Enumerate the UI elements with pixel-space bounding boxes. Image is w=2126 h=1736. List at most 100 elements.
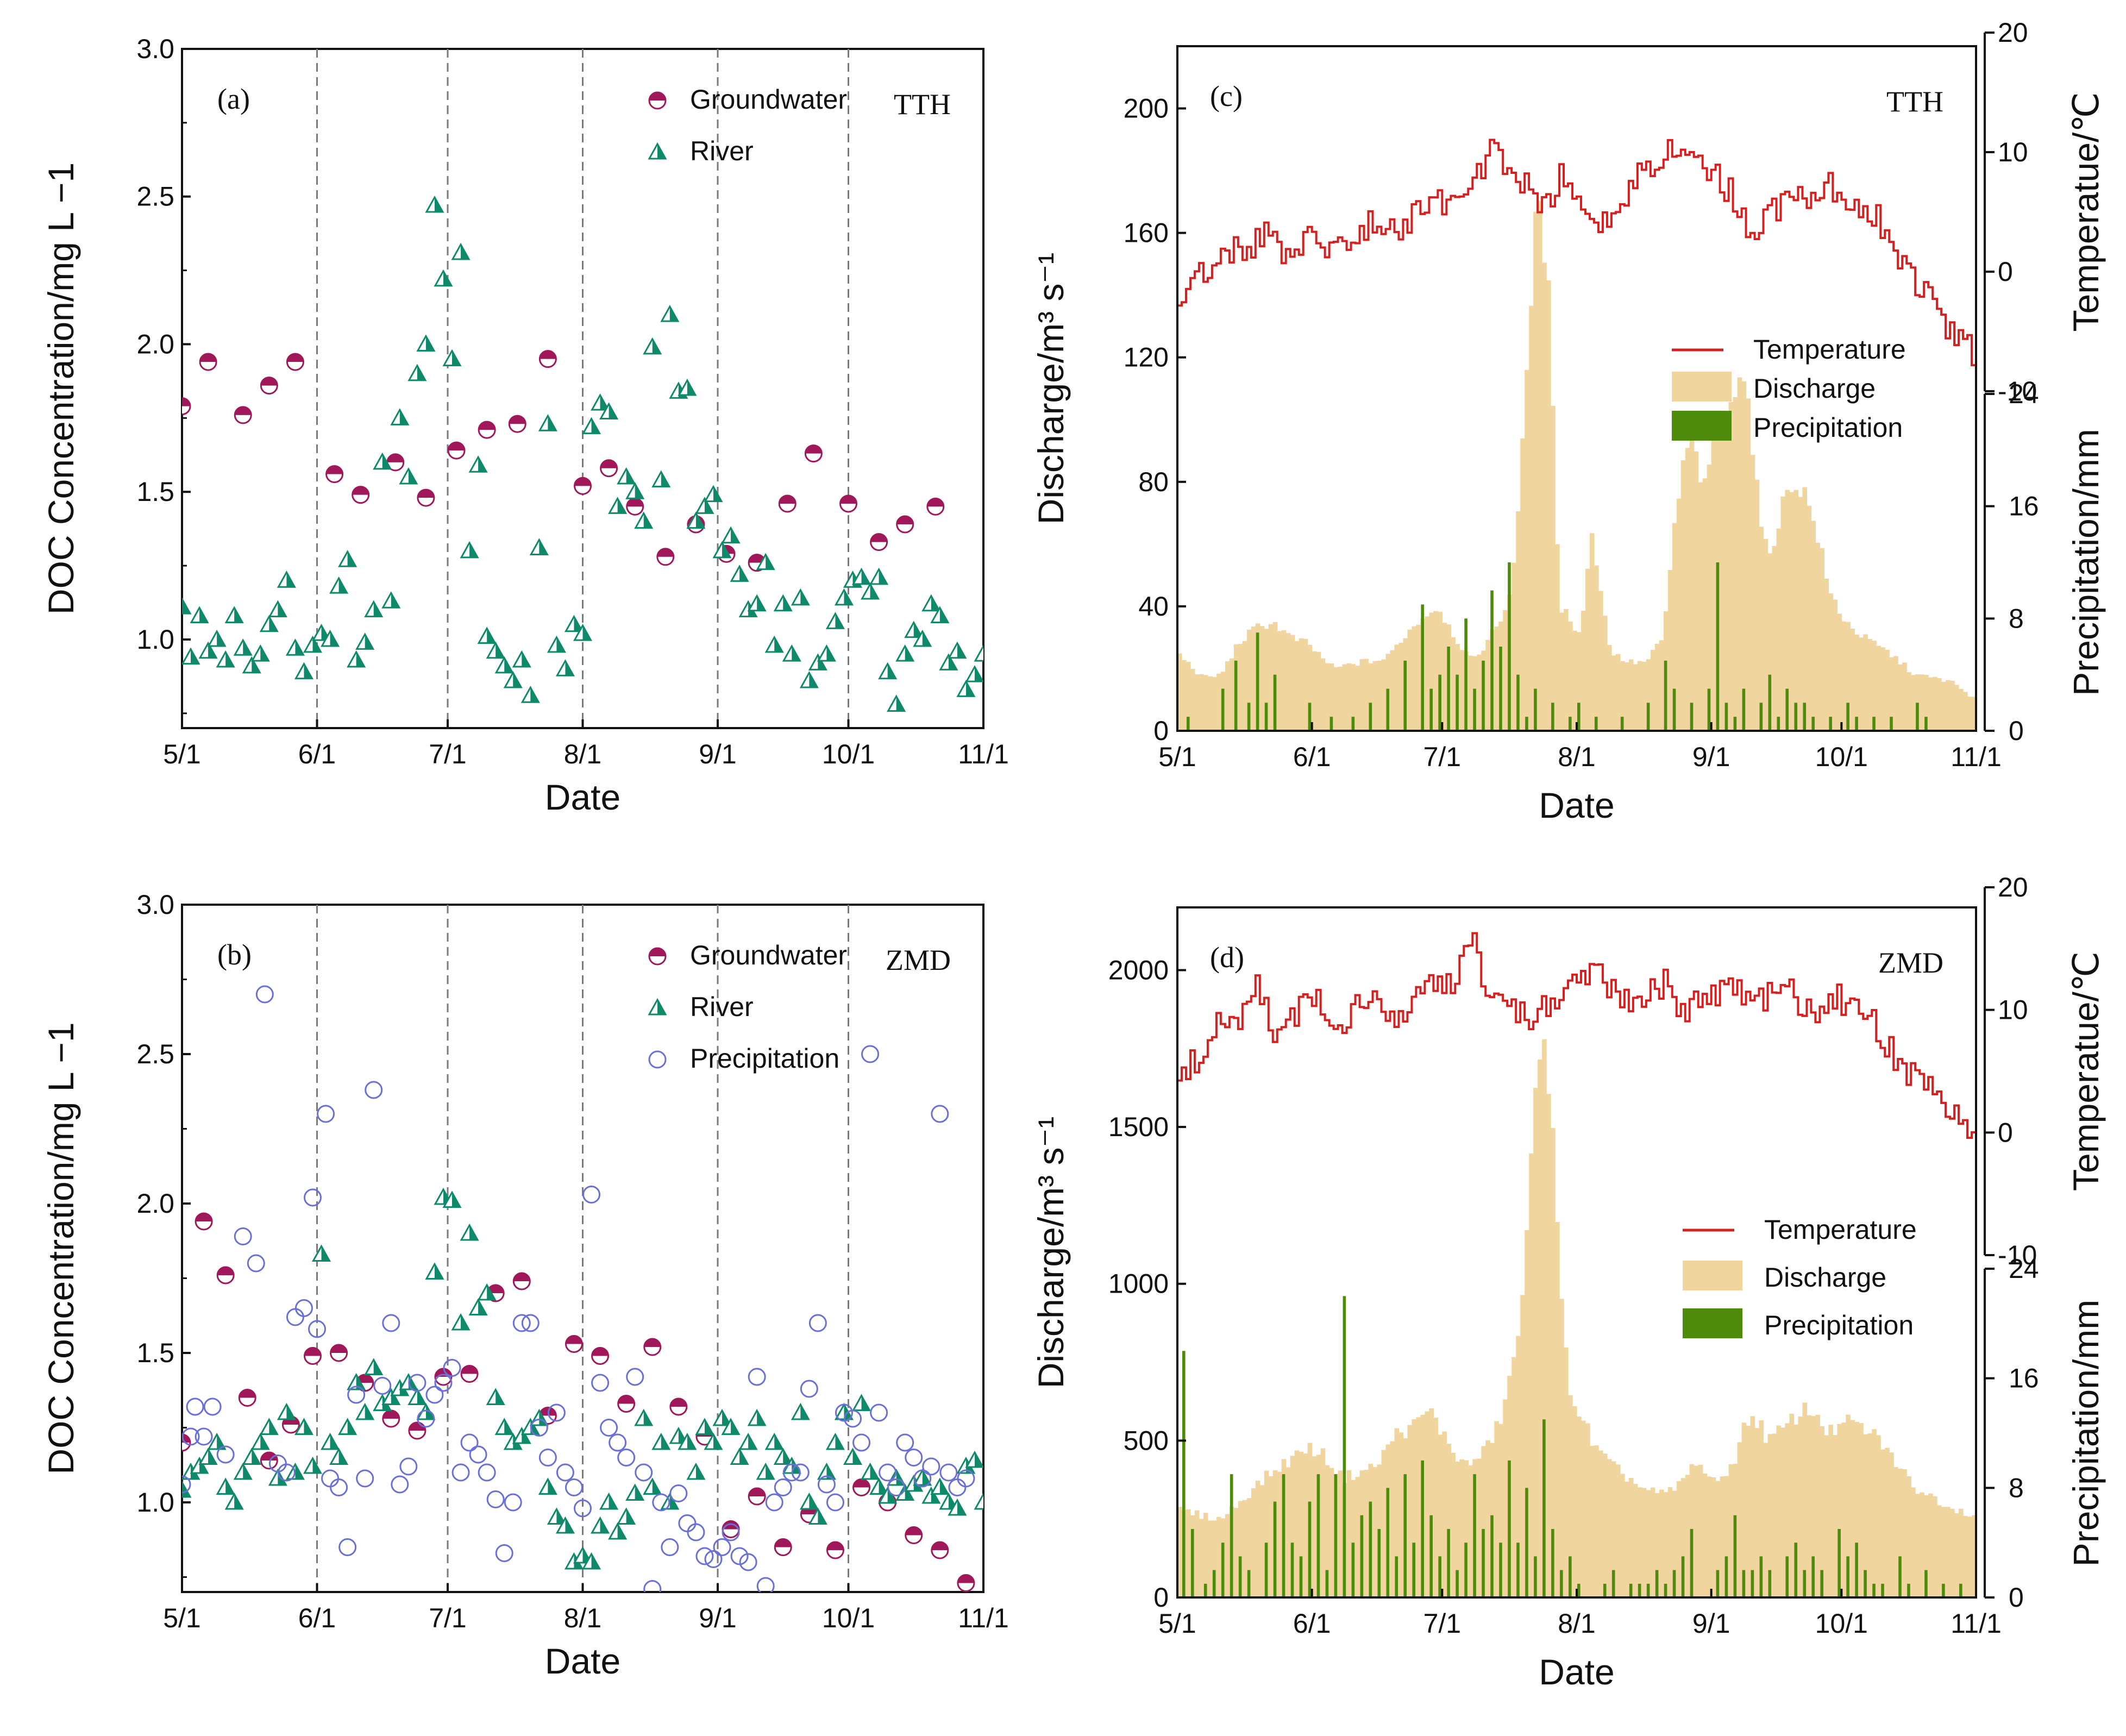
discharge-bar xyxy=(1863,634,1868,731)
discharge-bar xyxy=(1620,1474,1625,1597)
legend-label: Precipitation xyxy=(690,1043,839,1074)
discharge-bar xyxy=(1959,1508,1964,1597)
discharge-bar xyxy=(1798,497,1803,731)
river-point-fill xyxy=(600,1518,609,1533)
discharge-bar xyxy=(1659,1489,1664,1597)
river-point-fill xyxy=(896,696,905,711)
discharge-bar xyxy=(1950,1508,1955,1597)
discharge-bar xyxy=(1885,649,1890,731)
discharge-bar xyxy=(1889,1452,1894,1597)
discharge-bar xyxy=(1425,1411,1429,1597)
groundwater-point-fill xyxy=(618,1395,635,1404)
river-point-fill xyxy=(617,498,626,513)
discharge-bar xyxy=(1564,609,1569,731)
discharge-bar xyxy=(1429,1408,1434,1597)
discharge-bar xyxy=(1967,1516,1972,1597)
river-point-fill xyxy=(861,569,870,584)
river-point-fill xyxy=(565,1518,574,1533)
discharge-bar xyxy=(1715,1481,1721,1597)
discharge-tick-label: 2000 xyxy=(1108,955,1169,985)
discharge-bar xyxy=(1672,1490,1677,1597)
precipitation-bar xyxy=(1577,1583,1581,1597)
discharge-bar xyxy=(1433,1418,1438,1597)
groundwater-point-fill xyxy=(356,1375,373,1383)
precipitation-bar xyxy=(1664,660,1667,731)
precipitation-point xyxy=(844,1409,862,1428)
groundwater-point-fill xyxy=(670,1399,687,1407)
river-point-fill xyxy=(548,1479,556,1494)
precipitation-bar xyxy=(1785,688,1789,731)
river-point-fill xyxy=(530,687,539,703)
precipitation-bar xyxy=(1473,688,1476,731)
discharge-bar xyxy=(1906,1476,1911,1597)
precipitation-point xyxy=(443,1359,461,1377)
river-point-fill xyxy=(652,339,661,354)
temperature-tick-label: -10 xyxy=(1998,1240,2037,1270)
precipitation-bar xyxy=(1924,717,1928,731)
river-point-fill xyxy=(278,1470,286,1485)
discharge-bar xyxy=(1659,640,1664,731)
discharge-axis-label: Discharge/m³ s⁻¹ xyxy=(1031,1117,1071,1389)
legend-label: River xyxy=(690,992,754,1022)
discharge-bar xyxy=(1572,1406,1577,1597)
x-tick-label: 8/1 xyxy=(564,739,602,769)
precipitation-bar xyxy=(1482,1528,1485,1597)
precipitation-point xyxy=(399,1457,418,1476)
precipitation-bar xyxy=(1473,1474,1476,1597)
discharge-bar xyxy=(1689,435,1695,731)
x-tick-label: 7/1 xyxy=(429,739,467,769)
precipitation-point xyxy=(695,1547,714,1565)
discharge-bar xyxy=(1207,1520,1213,1597)
discharge-bar xyxy=(1750,1416,1755,1597)
river-point-fill xyxy=(766,1464,774,1479)
discharge-bar xyxy=(1707,465,1712,731)
river-point-fill xyxy=(818,1509,826,1524)
discharge-bar xyxy=(1268,1476,1274,1597)
groundwater-point-fill xyxy=(749,1488,766,1496)
discharge-bar xyxy=(1364,1470,1369,1597)
discharge-bar xyxy=(1520,1295,1525,1597)
discharge-bar xyxy=(1412,1419,1417,1597)
discharge-bar xyxy=(1381,1450,1387,1597)
discharge-bar xyxy=(1698,482,1703,731)
discharge-bar xyxy=(1351,664,1356,731)
precipitation-point xyxy=(216,1445,235,1464)
discharge-bar xyxy=(1941,681,1946,731)
river-point-fill xyxy=(295,640,304,655)
discharge-bar xyxy=(1438,612,1443,731)
discharge-bar xyxy=(1828,593,1833,731)
precipitation-bar xyxy=(1412,1543,1416,1597)
river-point-fill xyxy=(826,1464,835,1479)
river-point-fill xyxy=(487,1285,496,1300)
discharge-bar xyxy=(1772,546,1777,731)
discharge-bar xyxy=(1876,1435,1881,1597)
precipitation-bar xyxy=(1829,717,1832,731)
discharge-bar xyxy=(1555,544,1560,731)
discharge-bar xyxy=(1186,1509,1191,1597)
river-point-fill xyxy=(461,245,469,259)
river-point-fill xyxy=(217,1434,225,1449)
precipitation-bar xyxy=(1542,1419,1546,1597)
discharge-bar xyxy=(1394,1428,1400,1597)
precipitation-point xyxy=(182,1475,191,1494)
river-point-fill xyxy=(478,457,487,472)
discharge-bar xyxy=(1654,643,1660,731)
discharge-bar xyxy=(1650,650,1655,731)
discharge-bar xyxy=(1750,455,1755,731)
river-point-fill xyxy=(356,1375,365,1389)
discharge-bar xyxy=(1303,1453,1308,1597)
precipitation-point xyxy=(347,1386,366,1404)
discharge-bar xyxy=(1833,1435,1837,1597)
precipitation-bar xyxy=(1646,703,1650,731)
river-point-fill xyxy=(870,1464,879,1479)
discharge-bar xyxy=(1438,1434,1443,1597)
discharge-bar xyxy=(1915,674,1920,731)
discharge-bar xyxy=(1325,663,1330,731)
river-point-fill xyxy=(617,1524,626,1539)
y-tick-label: 3.0 xyxy=(136,34,174,64)
y-tick-label: 1.5 xyxy=(136,477,174,507)
discharge-bar xyxy=(1846,622,1851,731)
precipitation-point xyxy=(652,1493,670,1512)
river-point-fill xyxy=(182,599,190,614)
precipitation-bar xyxy=(1855,717,1858,731)
